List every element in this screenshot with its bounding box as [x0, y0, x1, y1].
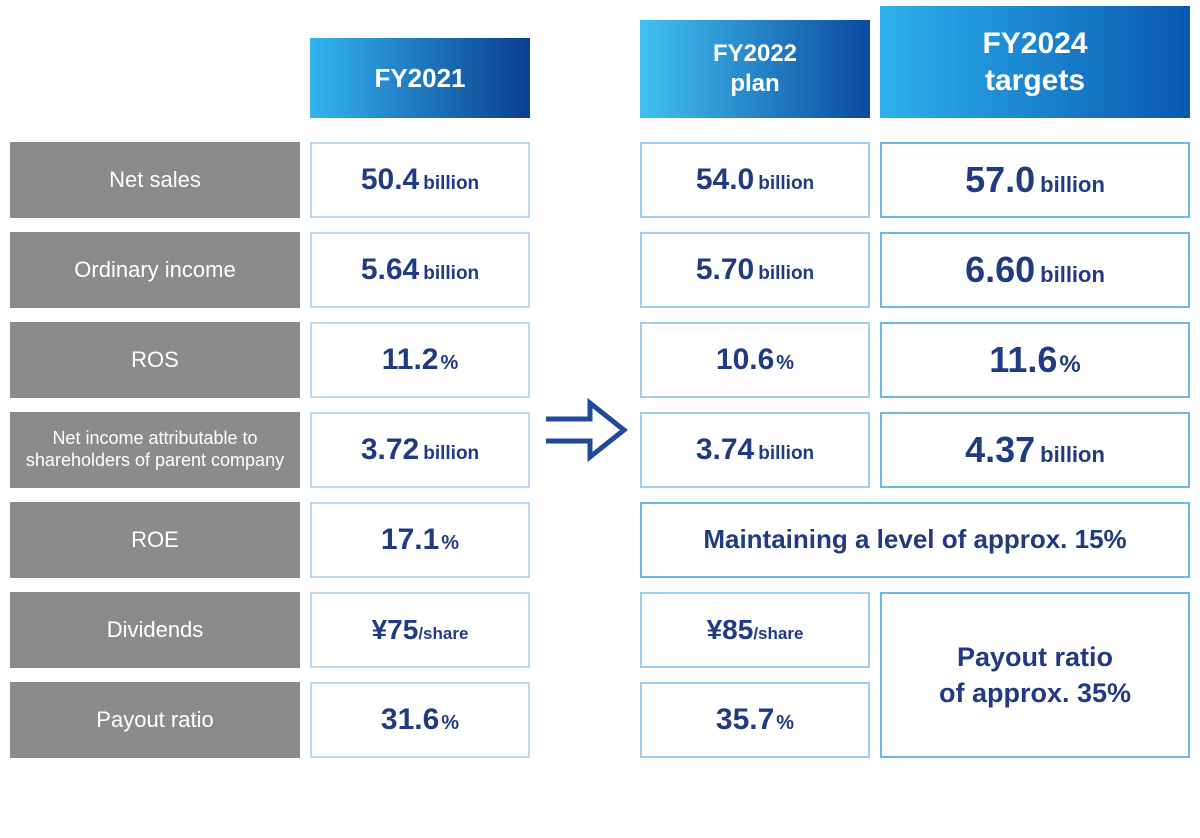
ros-fy2021-unit: % — [440, 352, 458, 374]
net-income-fy2021-value: 3.72 — [361, 433, 419, 466]
row-label-ros: ROS — [10, 322, 300, 398]
net-sales-fy2024-value: 57.0 — [965, 159, 1035, 200]
row-label-roe: ROE — [10, 502, 300, 578]
cell-ordinary-income-fy2024: 6.60billion — [880, 232, 1190, 308]
cell-dividends-fy2022: ¥85/share — [640, 592, 870, 668]
cell-ros-fy2022: 10.6% — [640, 322, 870, 398]
row-label-ordinary-income-text: Ordinary income — [74, 257, 235, 283]
ordinary-income-fy2024-unit: billion — [1040, 262, 1105, 287]
cell-net-income-fy2024: 4.37billion — [880, 412, 1190, 488]
ros-fy2022-unit: % — [776, 352, 794, 374]
row-label-ros-text: ROS — [131, 347, 179, 373]
net-income-fy2024-unit: billion — [1040, 442, 1105, 467]
header-fy2024-targets: FY2024 targets — [880, 6, 1190, 118]
row-label-payout-ratio-text: Payout ratio — [96, 707, 213, 733]
roe-merged-text: Maintaining a level of approx. 15% — [703, 522, 1126, 557]
ros-fy2022-value: 10.6 — [716, 343, 774, 376]
cell-ordinary-income-fy2022: 5.70billion — [640, 232, 870, 308]
cell-net-sales-fy2021: 50.4billion — [310, 142, 530, 218]
row-label-net-sales: Net sales — [10, 142, 300, 218]
net-sales-fy2024-unit: billion — [1040, 172, 1105, 197]
net-sales-fy2022-unit: billion — [758, 173, 814, 194]
net-income-fy2022-unit: billion — [758, 443, 814, 464]
cell-net-income-fy2021: 3.72billion — [310, 412, 530, 488]
row-label-roe-text: ROE — [131, 527, 179, 553]
net-sales-fy2022-value: 54.0 — [696, 163, 754, 196]
header-fy2022-line2: plan — [730, 70, 779, 97]
roe-fy2021-value: 17.1 — [381, 523, 439, 556]
payout-fy2021-value: 31.6 — [381, 703, 439, 736]
arrow-icon — [540, 395, 630, 465]
row-label-dividends: Dividends — [10, 592, 300, 668]
row-label-net-sales-text: Net sales — [109, 167, 201, 193]
dividends-fy2021-value: ¥75 — [372, 614, 419, 645]
cell-net-sales-fy2024: 57.0billion — [880, 142, 1190, 218]
net-income-fy2021-unit: billion — [423, 443, 479, 464]
cell-net-sales-fy2022: 54.0billion — [640, 142, 870, 218]
cell-dividends-fy2021: ¥75/share — [310, 592, 530, 668]
row-label-net-income-text: Net income attributable to shareholders … — [20, 428, 290, 471]
cell-ros-fy2021: 11.2% — [310, 322, 530, 398]
header-fy2024-line2: targets — [985, 64, 1085, 97]
ordinary-income-fy2024-value: 6.60 — [965, 249, 1035, 290]
net-sales-fy2021-unit: billion — [423, 173, 479, 194]
payout-fy2021-unit: % — [441, 712, 459, 734]
ordinary-income-fy2021-value: 5.64 — [361, 253, 419, 286]
ordinary-income-fy2022-value: 5.70 — [696, 253, 754, 286]
dividends-fy2022-value: ¥85 — [707, 614, 754, 645]
cell-payout-fy2022: 35.7% — [640, 682, 870, 758]
row-label-net-income: Net income attributable to shareholders … — [10, 412, 300, 488]
net-sales-fy2021-value: 50.4 — [361, 163, 419, 196]
cell-roe-merged: Maintaining a level of approx. 15% — [640, 502, 1190, 578]
header-fy2021-label: FY2021 — [374, 62, 465, 95]
payout-fy2024-line1: Payout ratio — [957, 642, 1113, 672]
cell-payout-fy2024-merged: Payout ratio of approx. 35% — [880, 592, 1190, 758]
payout-fy2022-unit: % — [776, 712, 794, 734]
cell-ordinary-income-fy2021: 5.64billion — [310, 232, 530, 308]
row-label-dividends-text: Dividends — [107, 617, 204, 643]
payout-fy2024-line2: of approx. 35% — [939, 678, 1131, 708]
header-fy2022-plan: FY2022 plan — [640, 20, 870, 118]
cell-ros-fy2024: 11.6% — [880, 322, 1190, 398]
header-fy2022-line1: FY2022 — [713, 40, 797, 67]
ros-fy2024-unit: % — [1059, 351, 1080, 378]
net-income-fy2024-value: 4.37 — [965, 429, 1035, 470]
row-label-payout-ratio: Payout ratio — [10, 682, 300, 758]
cell-net-income-fy2022: 3.74billion — [640, 412, 870, 488]
header-fy2021: FY2021 — [310, 38, 530, 118]
ordinary-income-fy2022-unit: billion — [758, 263, 814, 284]
cell-roe-fy2021: 17.1% — [310, 502, 530, 578]
dividends-fy2022-unit: /share — [753, 624, 803, 643]
ros-fy2021-value: 11.2 — [382, 343, 439, 376]
header-fy2024-line1: FY2024 — [982, 27, 1087, 60]
net-income-fy2022-value: 3.74 — [696, 433, 754, 466]
ros-fy2024-value: 11.6 — [989, 339, 1057, 380]
payout-fy2022-value: 35.7 — [716, 703, 774, 736]
financial-targets-table: FY2021 FY2022 plan FY2024 targets Net sa… — [0, 0, 1200, 838]
cell-payout-fy2021: 31.6% — [310, 682, 530, 758]
dividends-fy2021-unit: /share — [418, 624, 468, 643]
roe-fy2021-unit: % — [441, 532, 459, 554]
row-label-ordinary-income: Ordinary income — [10, 232, 300, 308]
ordinary-income-fy2021-unit: billion — [423, 263, 479, 284]
